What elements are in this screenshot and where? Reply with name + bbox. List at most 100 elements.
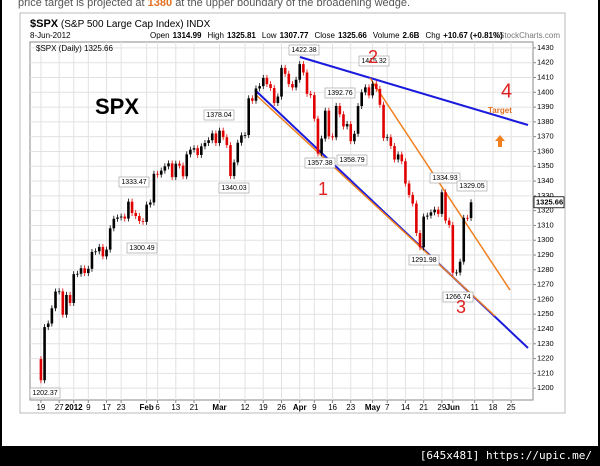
candle-body: [254, 88, 258, 101]
price-label: 1334.93: [432, 175, 457, 182]
legend: $SPX (Daily) 1325.66: [36, 44, 114, 53]
y-tick-label: 1400: [537, 87, 554, 96]
candle-body: [425, 215, 429, 217]
chart-title: $SPX: [30, 18, 59, 30]
x-tick-label: 19: [259, 403, 268, 412]
legend-value: 1325.66: [84, 44, 113, 53]
candle-body: [389, 137, 393, 146]
price-label-box: [118, 176, 150, 188]
candle-body: [43, 327, 46, 381]
x-tick-label: 17: [102, 403, 111, 412]
price-label: 1333.47: [121, 179, 146, 186]
x-tick-label: 7: [385, 403, 390, 412]
candle-body: [123, 216, 127, 219]
candle-body: [163, 166, 167, 171]
last-price: 1325.66: [536, 197, 563, 206]
candle-body: [418, 233, 422, 248]
quote-label: Open: [150, 31, 170, 40]
y-tick-label: 1340: [537, 176, 554, 185]
y-tick-label: 1250: [537, 309, 554, 318]
candle-body: [305, 72, 309, 94]
price-label-box: [29, 387, 61, 399]
x-tick-label: 21: [419, 403, 428, 412]
candle-body: [407, 183, 411, 195]
candle-body: [436, 209, 440, 214]
price-label-box: [408, 254, 440, 266]
candle-body: [57, 291, 61, 293]
candle-body: [68, 294, 72, 303]
candle-body: [298, 64, 302, 80]
x-tick-label: 29: [437, 403, 446, 412]
candle-body: [349, 124, 353, 142]
candle-body: [356, 106, 360, 134]
candle-body: [411, 194, 415, 204]
trend-line: [299, 56, 529, 126]
candle-body: [243, 135, 247, 136]
candle-body: [94, 251, 97, 253]
candle-body: [251, 98, 254, 101]
candle-body: [342, 114, 345, 127]
candle-body: [189, 149, 192, 155]
y-tick-label: 1410: [537, 72, 554, 81]
price-labels: 1202.37 1300.49 1333.47 1378.04 1340.03 1422.…: [29, 44, 565, 399]
annotation-target: Target: [488, 106, 512, 115]
quote-label: High: [208, 31, 224, 40]
x-tick-label: 25: [507, 403, 516, 412]
caption-text: price target is projected at: [18, 0, 145, 9]
candle-body: [112, 218, 116, 229]
price-label-box: [324, 87, 356, 99]
candle-body: [105, 249, 108, 257]
price-label: 1392.76: [327, 90, 352, 97]
candle-body: [331, 136, 334, 138]
quote-value: 1325.66: [338, 31, 367, 40]
candle-body: [269, 84, 272, 89]
quote-label: Volume: [373, 31, 400, 40]
candle-body: [400, 154, 404, 162]
y-tick-label: 1300: [537, 235, 554, 244]
x-tick-label: 9: [86, 403, 91, 412]
candle-body: [214, 133, 218, 144]
candle-body: [309, 93, 312, 96]
candle-body: [334, 105, 338, 138]
x-tick-label: 14: [401, 403, 410, 412]
quote-label: Chg: [425, 31, 440, 40]
y-tick-label: 1430: [537, 43, 554, 52]
candle-body: [200, 146, 203, 155]
candle-body: [178, 163, 181, 166]
candle-body: [207, 140, 210, 143]
quote-value: 1314.99: [173, 31, 202, 40]
candle-body: [327, 110, 331, 137]
candle-body: [422, 216, 425, 248]
candle-body: [455, 272, 458, 274]
x-tick-label: 9: [312, 403, 317, 412]
candle-body: [203, 142, 207, 147]
price-label-box: [336, 154, 368, 166]
chart-header: $SPX (S&P 500 Large Cap Index) INDX: [30, 18, 211, 30]
x-tick-label: 19: [36, 403, 45, 412]
price-label: 1291.98: [411, 257, 436, 264]
candle-body: [316, 118, 320, 154]
price-label: 1329.05: [459, 183, 484, 190]
candle-body: [404, 161, 407, 184]
quote-value: +10.67 (+0.81%): [443, 31, 503, 40]
candle-body: [225, 137, 229, 146]
trend-lines: [254, 56, 529, 349]
candle-body: [236, 142, 240, 163]
candle-body: [367, 87, 371, 96]
x-tick-label: 12: [241, 403, 250, 412]
candle-body: [138, 216, 141, 221]
x-tick-label: Jun: [446, 403, 460, 412]
candle-body: [218, 130, 221, 144]
candle-body: [174, 163, 178, 178]
candle-body: [210, 133, 214, 141]
candle-body: [127, 201, 130, 219]
candle-body: [119, 216, 123, 218]
candle-body: [192, 148, 196, 150]
candle-body: [374, 83, 378, 89]
x-tick-label: May: [365, 403, 381, 412]
quote-label: Close: [314, 31, 335, 40]
price-label-box: [429, 172, 461, 184]
x-tick-label: 6: [155, 403, 160, 412]
candle-body: [302, 64, 305, 73]
y-tick-label: 1380: [537, 117, 554, 126]
